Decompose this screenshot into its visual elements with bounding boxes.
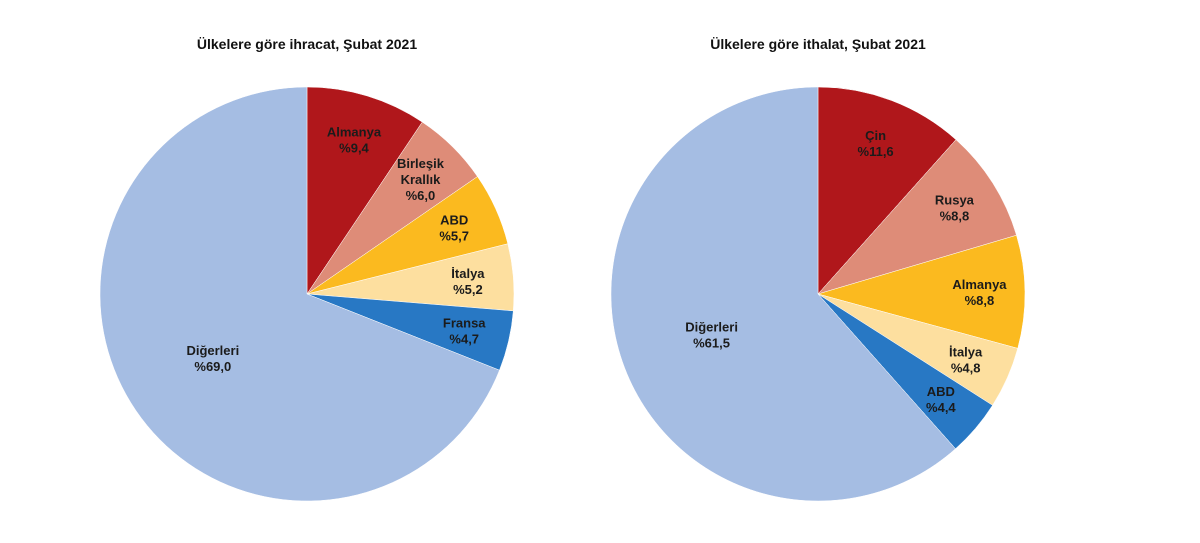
slice-label: Çin %11,6 <box>858 128 894 159</box>
slice-label: Almanya %9,4 <box>327 125 382 156</box>
slice-label: ABD %4,4 <box>926 384 956 415</box>
pie-slice <box>817 86 957 295</box>
slice-label: Birleşik Krallık %6,0 <box>397 156 445 203</box>
export-chart-title: Ülkelere göre ihracat, Şubat 2021 <box>196 36 418 52</box>
pie-slice <box>610 86 956 502</box>
slice-label: Fransa %4,7 <box>443 316 486 347</box>
pie-slice <box>306 86 423 295</box>
slice-label: İtalya %4,8 <box>949 344 983 375</box>
slice-label: İtalya %5,2 <box>451 266 485 297</box>
pie-slice <box>817 234 1026 349</box>
pie-slice <box>817 139 1017 295</box>
slice-label: Diğerleri %69,0 <box>186 343 239 374</box>
import-chart-title: Ülkelere göre ithalat, Şubat 2021 <box>710 36 926 52</box>
pie-slice <box>99 86 500 502</box>
slice-label: Rusya %8,8 <box>935 193 975 224</box>
slice-label: Almanya %8,8 <box>952 277 1007 308</box>
slice-label: ABD %5,7 <box>439 213 469 244</box>
slice-label: Diğerleri %61,5 <box>685 319 738 350</box>
